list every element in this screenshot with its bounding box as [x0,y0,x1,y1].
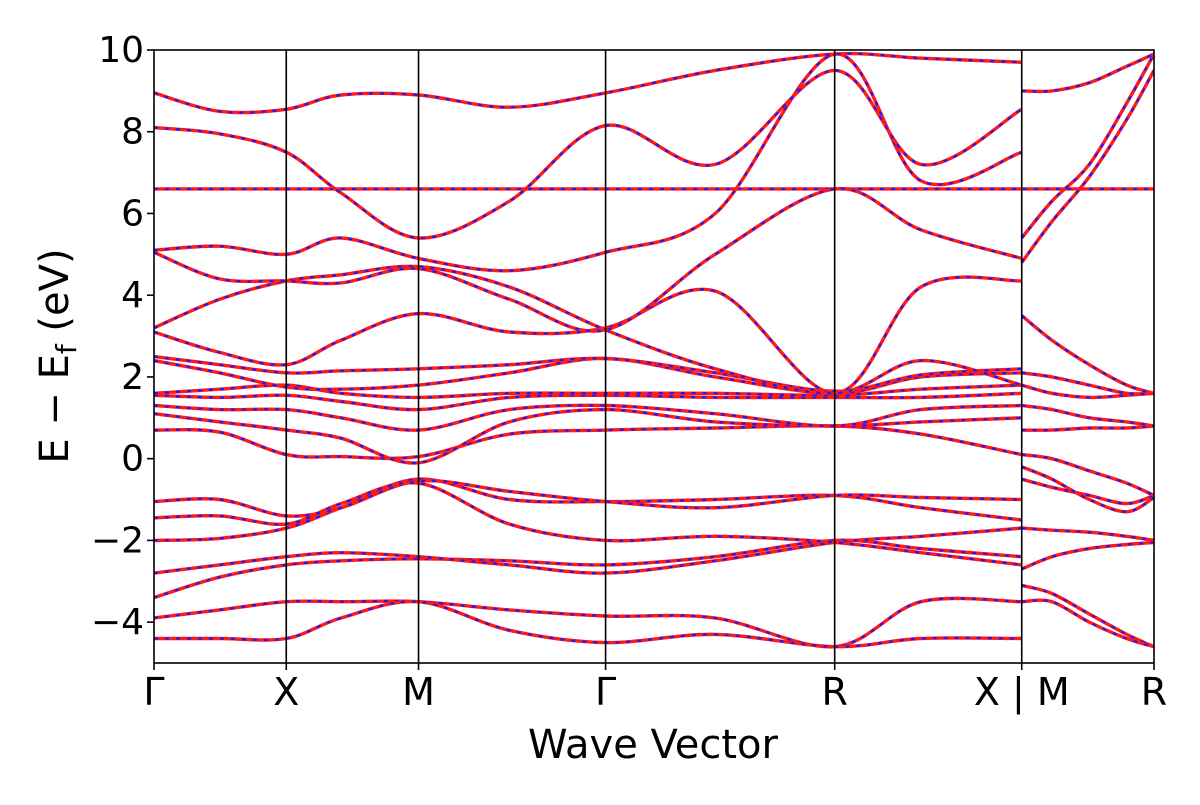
band-line-fit [1021,424,1154,432]
band-line-dft [1021,598,1154,649]
y-axis-title-main: E − E [32,354,78,464]
band-line-dft [1021,465,1154,514]
band-line-dft [154,51,1022,115]
band-line-dft [154,275,1022,396]
y-axis-title-subscript: f [50,343,83,354]
y-tick-label: 8 [121,112,144,153]
band-line-fit [154,600,1022,648]
band-line-fit [1021,53,1154,93]
band-line-fit [154,187,1022,333]
band-line-dft [1021,526,1154,543]
y-tick-label: 6 [121,193,144,234]
y-axis-title-tail: (eV) [32,248,78,344]
band-line-fit [154,424,1022,460]
y-tick-label: −4 [91,602,144,643]
band-line-fit [154,539,1022,599]
x-axis-title: Wave Vector [528,722,779,768]
band-line-fit [1021,541,1154,571]
band-line-dft [1021,583,1154,649]
band-line-fit [1020,69,1154,264]
band-line-dft [154,481,1022,567]
x-axis-ticks: Γ X M Γ R X | M R [143,663,1167,715]
band-line-fit [154,52,1023,272]
y-axis-ticks: −4 −2 0 2 4 6 8 10 [91,30,154,643]
band-line-fit [1021,465,1154,513]
band-line-fit [154,52,1022,114]
band-line-fit [154,477,1022,542]
y-tick-label: 4 [121,275,144,316]
band-line-fit [1021,599,1154,648]
x-tick-label: X | M [974,670,1070,715]
x-tick-label: X [273,670,299,714]
band-line-dft [154,478,1022,518]
x-tick-label: R [1141,670,1167,714]
band-line-dft [154,52,1023,273]
band-line-fit [1021,404,1154,428]
band-line-fit [1021,314,1154,395]
x-tick-label: Γ [143,670,164,714]
x-tick-label: Γ [595,670,616,714]
band-line-dft [1021,52,1154,94]
band-line-dft [1020,314,1154,395]
band-line-fit [154,392,1022,411]
bands-layer [154,51,1154,649]
band-line-dft [1021,540,1154,571]
band-line-fit [154,357,1022,395]
band-line-fit [154,404,1022,432]
band-line-fit [154,479,1022,518]
x-tick-label: M [402,670,435,714]
band-line-fit [1021,584,1154,648]
band-line-fit [1020,53,1154,239]
band-line-fit [1021,371,1154,395]
band-line-dft [154,599,1022,649]
y-tick-label: 10 [98,30,144,71]
y-tick-label: 0 [121,439,144,480]
band-line-dft [154,596,1022,649]
band-line-dft [154,477,1022,543]
band-line-dft [154,354,1022,393]
y-tick-label: −2 [91,520,144,561]
band-line-fit [154,527,1022,575]
kpoint-divider-lines [285,50,1023,663]
band-line-fit [1021,478,1154,505]
band-line-dft [154,186,1023,333]
y-tick-label: 2 [121,357,144,398]
band-line-dft [154,407,1022,465]
plot-frame [153,49,1155,664]
band-line-fit [1021,384,1154,399]
x-tick-label: R [821,670,847,714]
band-line-dft [154,391,1022,412]
band-line-fit [1021,527,1154,542]
y-axis-title: E − Ef (eV) [32,248,83,463]
band-line-fit [1021,453,1154,497]
band-line-fit [154,276,1022,395]
